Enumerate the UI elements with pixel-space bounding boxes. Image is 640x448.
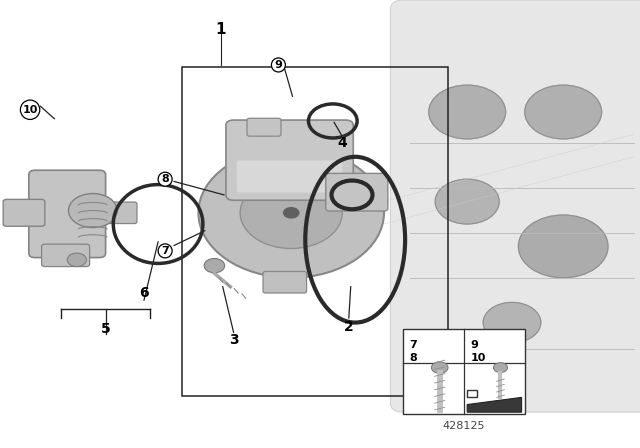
Circle shape bbox=[483, 302, 541, 343]
Circle shape bbox=[518, 215, 608, 278]
Text: 10: 10 bbox=[22, 105, 38, 115]
Circle shape bbox=[431, 362, 448, 374]
FancyBboxPatch shape bbox=[247, 118, 281, 136]
FancyBboxPatch shape bbox=[3, 199, 45, 226]
FancyBboxPatch shape bbox=[390, 0, 640, 412]
FancyBboxPatch shape bbox=[326, 173, 388, 211]
Text: 1: 1 bbox=[216, 22, 226, 37]
Text: 4: 4 bbox=[337, 136, 348, 151]
Circle shape bbox=[67, 253, 86, 267]
Text: 7: 7 bbox=[161, 246, 169, 256]
FancyBboxPatch shape bbox=[42, 244, 90, 267]
Circle shape bbox=[240, 177, 342, 249]
Text: 5: 5 bbox=[100, 322, 111, 336]
FancyBboxPatch shape bbox=[226, 120, 353, 200]
FancyBboxPatch shape bbox=[29, 170, 106, 258]
Text: 9: 9 bbox=[275, 60, 282, 70]
Text: 6: 6 bbox=[139, 286, 149, 301]
Text: 9: 9 bbox=[470, 340, 478, 349]
Circle shape bbox=[283, 207, 300, 219]
Text: 10: 10 bbox=[470, 353, 486, 363]
Circle shape bbox=[204, 258, 225, 273]
Text: 7: 7 bbox=[410, 340, 417, 349]
Circle shape bbox=[68, 194, 117, 228]
Text: 2: 2 bbox=[344, 320, 354, 334]
Text: 3: 3 bbox=[228, 333, 239, 348]
Circle shape bbox=[435, 179, 499, 224]
Circle shape bbox=[198, 148, 384, 278]
FancyBboxPatch shape bbox=[97, 202, 137, 224]
FancyBboxPatch shape bbox=[263, 271, 307, 293]
FancyBboxPatch shape bbox=[403, 329, 525, 414]
FancyBboxPatch shape bbox=[237, 160, 342, 193]
Text: 428125: 428125 bbox=[443, 421, 485, 431]
Polygon shape bbox=[467, 397, 522, 412]
Circle shape bbox=[429, 85, 506, 139]
Circle shape bbox=[525, 85, 602, 139]
Circle shape bbox=[493, 363, 508, 373]
Text: 8: 8 bbox=[161, 174, 169, 184]
Text: 8: 8 bbox=[410, 353, 417, 363]
